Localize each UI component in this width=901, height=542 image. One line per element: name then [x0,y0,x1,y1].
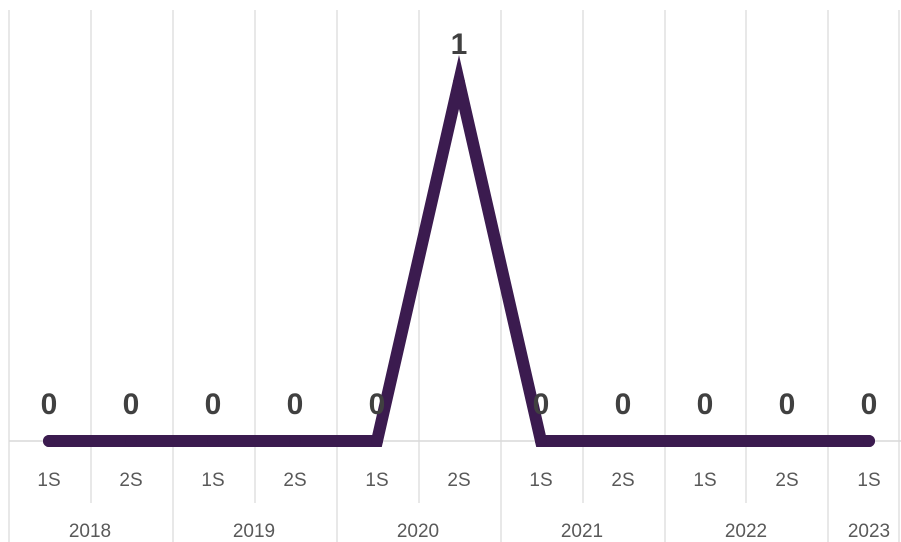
year-label: 2021 [561,521,603,542]
year-label: 2023 [848,521,890,542]
data-point [699,435,711,447]
data-point [535,435,547,447]
x-tick-label: 1S [201,470,224,491]
data-point [125,435,137,447]
x-tick-label: 2S [447,470,470,491]
data-label: 0 [369,388,386,421]
x-tick-label: 1S [857,470,880,491]
data-point [781,435,793,447]
x-tick-label: 2S [611,470,634,491]
grid-lines [8,10,900,441]
data-point [371,435,383,447]
year-label: 2019 [233,521,275,542]
x-tick-label: 2S [283,470,306,491]
data-point [863,435,875,447]
x-tick-label: 2S [119,470,142,491]
year-label: 2018 [69,521,111,542]
data-label: 0 [41,388,58,421]
x-tick-label: 1S [37,470,60,491]
data-label: 0 [779,388,796,421]
data-point [289,435,301,447]
data-label: 0 [123,388,140,421]
series-line-group [43,55,875,447]
data-label: 0 [615,388,632,421]
x-axis [8,440,901,542]
data-label: 0 [861,388,878,421]
x-tick-label: 1S [529,470,552,491]
data-label: 0 [287,388,304,421]
year-group-labels: 2018 2019 2020 2021 2022 2023 [69,521,890,542]
data-label: 1 [451,28,468,61]
x-tick-label: 2S [775,470,798,491]
x-tick-label: 1S [365,470,388,491]
data-label: 0 [697,388,714,421]
year-label: 2022 [725,521,767,542]
data-labels: 0 0 0 0 0 1 0 0 0 0 0 [41,28,878,421]
data-label: 0 [205,388,222,421]
year-label: 2020 [397,521,439,542]
data-point [453,76,465,88]
x-tick-label: 1S [693,470,716,491]
data-label: 0 [533,388,550,421]
data-point [43,435,55,447]
data-point [617,435,629,447]
data-point [207,435,219,447]
x-tick-labels: 1S 2S 1S 2S 1S 2S 1S 2S 1S 2S 1S [37,470,880,491]
